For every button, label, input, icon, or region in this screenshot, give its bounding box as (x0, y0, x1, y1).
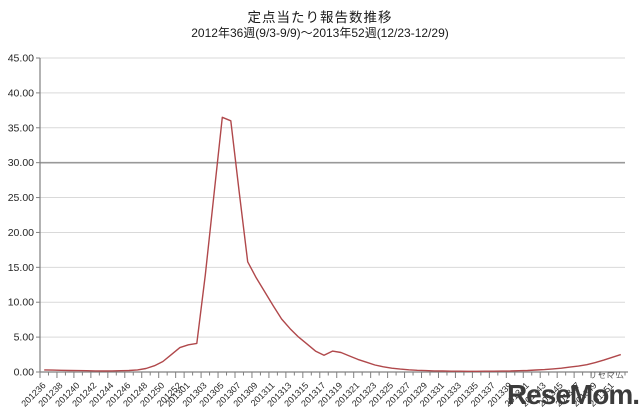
y-axis-tick-label: 40.00 (8, 87, 34, 99)
chart-subtitle: 2012年36週(9/3-9/9)～2013年52週(12/23-12/29) (191, 26, 449, 40)
y-axis-tick-label: 20.00 (8, 227, 34, 239)
y-axis-tick-label: 5.00 (14, 332, 35, 344)
y-axis-tick-label: 25.00 (8, 192, 34, 204)
y-axis-tick-label: 15.00 (8, 262, 34, 274)
report-count-line (44, 116, 622, 372)
y-axis-tick-label: 0.00 (14, 367, 35, 379)
chart-title: 定点当たり報告数推移 (247, 10, 393, 25)
y-axis-tick-label: 35.00 (8, 122, 34, 134)
y-axis-tick-label: 45.00 (8, 53, 34, 65)
y-axis-tick-label: 10.00 (8, 297, 34, 309)
y-axis-tick-label: 30.00 (8, 157, 34, 169)
